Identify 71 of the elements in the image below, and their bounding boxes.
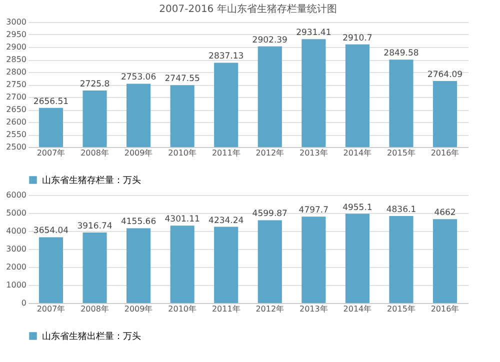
y-tick-label: 2750 xyxy=(6,80,26,89)
x-tick-label: 2016年 xyxy=(430,304,460,314)
y-tick-label: 2650 xyxy=(6,105,26,114)
y-tick-label: 2850 xyxy=(6,55,26,64)
bar xyxy=(389,216,414,303)
bar xyxy=(82,232,107,303)
y-tick-label: 3000 xyxy=(6,244,26,254)
data-label: 2753.06 xyxy=(120,72,156,83)
x-tick-label: 2013年 xyxy=(299,304,328,314)
chart-title: 2007-2016 年山东省生猪存栏量统计图 xyxy=(159,3,337,15)
y-tick-label: 6000 xyxy=(6,190,26,200)
y-tick-label: 2600 xyxy=(6,118,26,126)
x-tick-label: 2010年 xyxy=(168,304,197,314)
x-tick-label: 2009年 xyxy=(124,304,153,314)
data-label: 4797.7 xyxy=(298,206,329,216)
data-label: 3916.74 xyxy=(77,222,112,232)
x-tick-label: 2009年 xyxy=(124,148,153,158)
bar xyxy=(126,228,151,303)
y-tick-label: 1000 xyxy=(6,280,26,290)
x-tick-label: 2013年 xyxy=(299,148,328,158)
data-label: 2837.13 xyxy=(208,52,244,62)
bar xyxy=(38,237,64,303)
y-tick-label: 2900 xyxy=(6,42,26,52)
x-tick-label: 2014年 xyxy=(343,304,372,314)
x-tick-label: 2012年 xyxy=(256,148,284,158)
y-tick-label: 2550 xyxy=(6,130,26,139)
y-tick-label: 2950 xyxy=(6,30,26,39)
y-tick-label: 0 xyxy=(21,298,26,308)
y-tick-label: 2000 xyxy=(6,262,26,272)
data-label: 4836.1 xyxy=(386,204,416,215)
data-label: 2656.51 xyxy=(33,96,69,107)
y-tick-label: 2500 xyxy=(6,142,26,152)
x-tick-label: 2007年 xyxy=(36,148,66,158)
data-label: 2764.09 xyxy=(427,70,463,80)
data-label: 4662 xyxy=(434,208,456,218)
data-label: 2849.58 xyxy=(384,48,419,59)
legend-label: 山东省生猪存栏量：万头 xyxy=(42,175,141,186)
bar xyxy=(258,220,282,303)
y-tick-label: 4000 xyxy=(6,226,26,236)
data-label: 4234.24 xyxy=(208,216,244,226)
data-label: 2747.55 xyxy=(164,74,200,84)
bar xyxy=(345,214,370,303)
x-tick-label: 2011年 xyxy=(212,304,240,314)
y-tick-label: 2700 xyxy=(6,92,26,102)
data-label: 2931.41 xyxy=(296,28,332,38)
data-label: 2725.8 xyxy=(80,80,110,90)
x-tick-label: 2008年 xyxy=(80,304,109,314)
legend-label: 山东省生猪出栏量：万头 xyxy=(42,331,141,342)
data-label: 4301.11 xyxy=(164,214,200,225)
y-tick-label: 3000 xyxy=(6,18,26,26)
bar xyxy=(432,219,458,303)
data-label: 3654.04 xyxy=(33,226,69,236)
x-tick-label: 2016年 xyxy=(430,148,460,158)
data-label: 2902.39 xyxy=(252,35,288,46)
x-tick-label: 2007年 xyxy=(36,304,66,314)
x-tick-label: 2012年 xyxy=(256,304,284,314)
y-tick-label: 5000 xyxy=(6,208,26,218)
y-tick-label: 2800 xyxy=(6,68,26,76)
bar xyxy=(302,216,326,303)
x-tick-label: 2015年 xyxy=(387,304,416,314)
data-label: 2910.7 xyxy=(342,33,372,44)
data-label: 4955.1 xyxy=(342,202,372,213)
data-label: 4155.66 xyxy=(120,217,156,228)
bar xyxy=(214,226,238,303)
x-tick-label: 2010年 xyxy=(168,148,197,158)
x-tick-label: 2014年 xyxy=(343,148,372,158)
x-tick-label: 2015年 xyxy=(387,148,416,158)
data-label: 4599.87 xyxy=(252,209,288,220)
bar xyxy=(170,226,194,303)
x-tick-label: 2011年 xyxy=(212,148,240,158)
x-tick-label: 2008年 xyxy=(80,148,109,158)
